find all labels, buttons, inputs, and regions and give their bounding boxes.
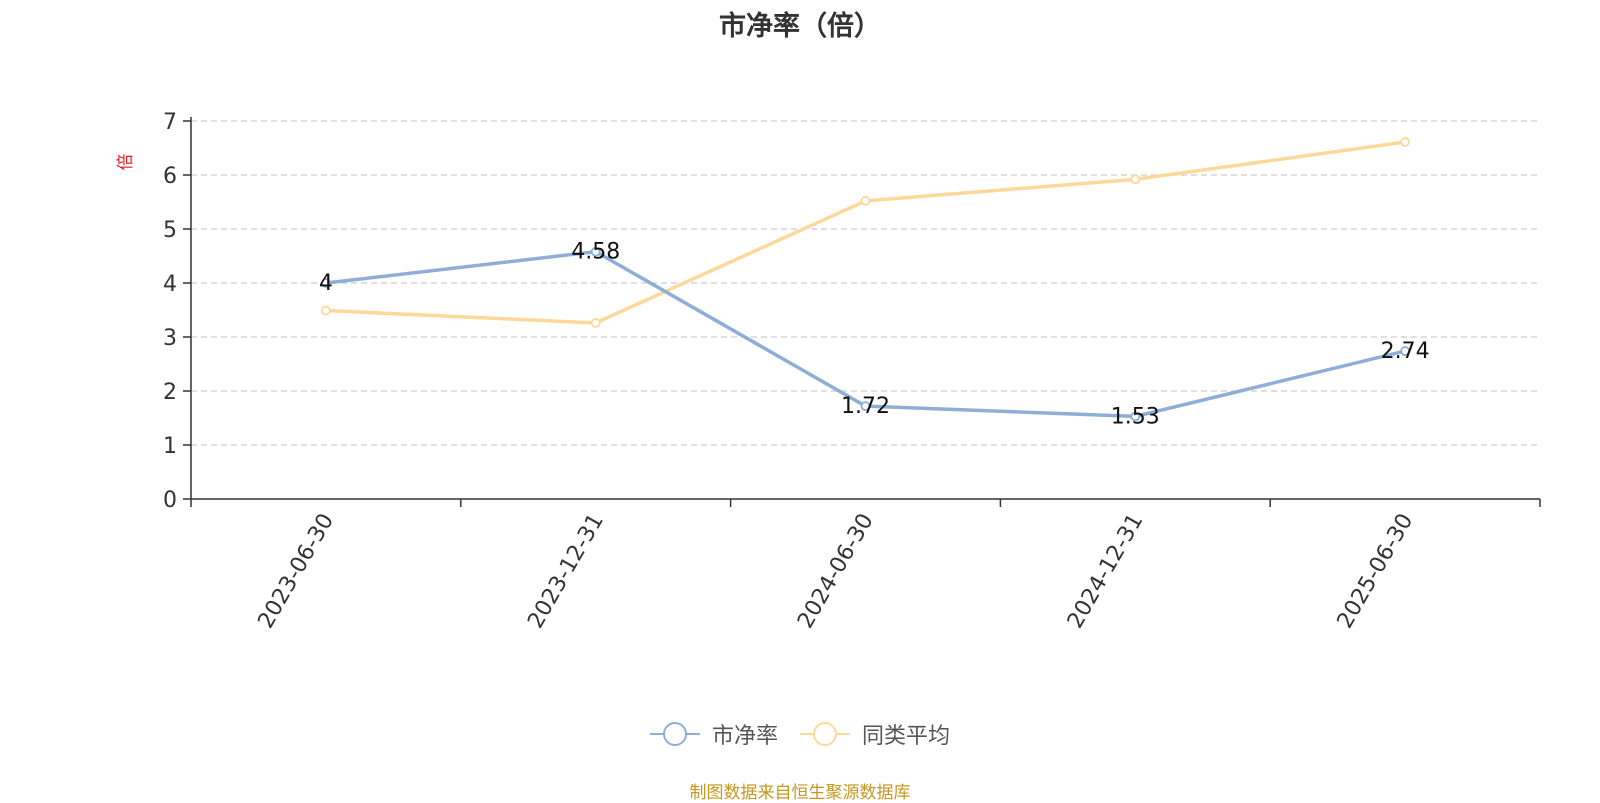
source-note: 制图数据来自恒生聚源数据库 — [689, 783, 911, 803]
x-tick-label: 2024-12-31 — [1063, 510, 1149, 633]
legend: 市净率 同类平均 — [0, 718, 1600, 750]
legend-marker-series-1 — [800, 722, 850, 746]
series-point-0 — [590, 246, 601, 257]
legend-item-series-1[interactable]: 同类平均 — [800, 718, 950, 750]
y-tick-label: 3 — [163, 326, 177, 351]
data-label: 1.72 — [841, 394, 890, 419]
series-point-1 — [320, 305, 331, 316]
y-axis-label: 倍 — [116, 154, 136, 171]
series-point-0 — [320, 278, 331, 288]
series-line-1 — [325, 140, 1406, 325]
series-point-0 — [860, 401, 871, 412]
series-point-1 — [1130, 174, 1141, 185]
data-label: 1.53 — [1111, 404, 1160, 429]
data-label: 4 — [319, 271, 333, 296]
y-tick-label: 6 — [163, 164, 177, 189]
series-line-0 — [325, 249, 1406, 419]
series-point-1 — [590, 318, 601, 328]
series-point-1 — [1400, 137, 1410, 147]
chart-title: 市净率（倍） — [719, 11, 881, 42]
data-label: 4.58 — [571, 240, 620, 265]
series-point-1 — [860, 196, 871, 206]
series-point-0 — [1400, 346, 1410, 356]
x-tick-label: 2023-06-30 — [254, 510, 340, 633]
legend-item-series-0[interactable]: 市净率 — [649, 718, 778, 750]
y-tick-label: 7 — [163, 110, 177, 135]
series-point-0 — [1130, 411, 1141, 422]
y-tick-label: 4 — [163, 272, 177, 297]
y-tick-label: 0 — [163, 488, 177, 513]
y-tick-label: 1 — [163, 434, 177, 459]
y-tick-label: 5 — [163, 218, 177, 243]
x-tick-label: 2024-06-30 — [793, 510, 879, 633]
legend-label-series-0: 市净率 — [711, 724, 778, 749]
legend-marker-series-0 — [649, 722, 700, 746]
x-tick-label: 2023-12-31 — [523, 510, 609, 633]
data-label: 2.74 — [1381, 339, 1430, 364]
y-tick-label: 2 — [163, 380, 177, 405]
x-tick-label: 2025-06-30 — [1333, 510, 1419, 633]
legend-label-series-1: 同类平均 — [862, 724, 951, 749]
